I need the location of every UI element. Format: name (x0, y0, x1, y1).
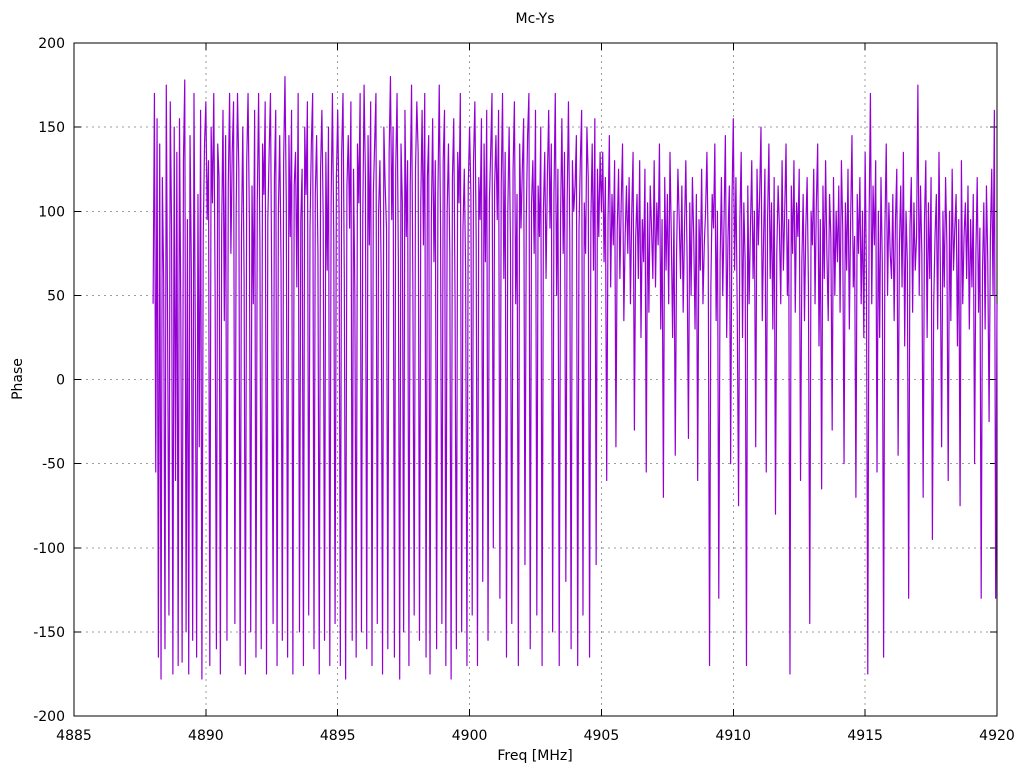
x-tick-label: 4905 (584, 728, 620, 744)
x-tick-label: 4915 (847, 728, 883, 744)
phase-trace (152, 76, 998, 680)
y-tick-label: -200 (33, 709, 65, 725)
tick-layer (73, 42, 998, 717)
x-axis-label: Freq [MHz] (497, 748, 572, 764)
x-tick-label: 4920 (979, 728, 1015, 744)
x-tick-label: 4890 (188, 728, 224, 744)
chart-title: Mc-Ys (515, 11, 554, 27)
y-tick-label: 50 (47, 288, 65, 304)
tick-label-layer: 4885 4890 4895 4900 4905 4910 4915 4920 -200 -150… (33, 36, 1015, 744)
y-axis-label: Phase (10, 358, 26, 400)
y-tick-label: -100 (33, 541, 65, 557)
x-tick-label: 4885 (56, 728, 92, 744)
y-tick-label: -50 (42, 457, 65, 473)
x-tick-label: 4910 (715, 728, 751, 744)
x-tick-label: 4900 (452, 728, 488, 744)
x-tick-label: 4895 (320, 728, 356, 744)
y-tick-label: 200 (38, 36, 65, 52)
y-tick-label: 150 (38, 120, 65, 136)
y-tick-label: 0 (56, 373, 65, 389)
y-tick-label: -150 (33, 625, 65, 641)
y-tick-label: 100 (38, 204, 65, 220)
